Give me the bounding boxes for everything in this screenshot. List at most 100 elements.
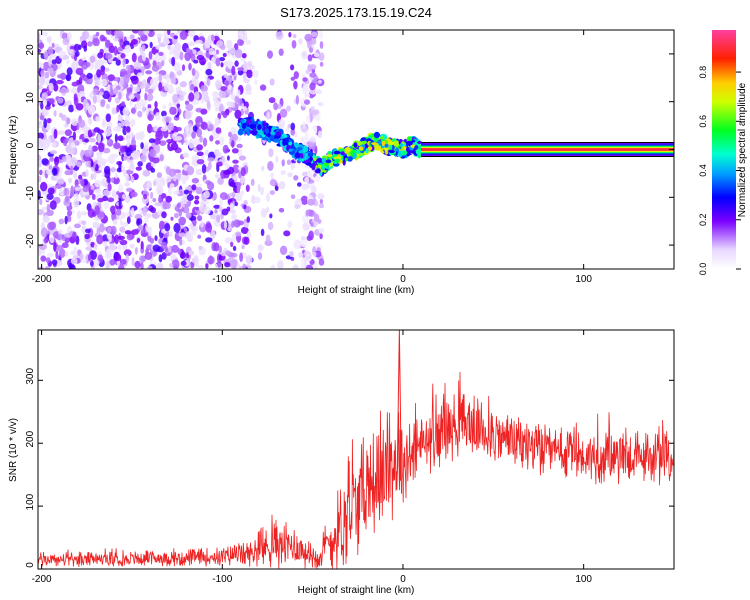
noise-blob — [82, 186, 89, 193]
noise-blob — [318, 258, 325, 266]
noise-blob — [144, 142, 149, 150]
noise-blob — [235, 193, 243, 201]
noise-blob — [314, 213, 320, 222]
noise-blob — [113, 126, 120, 132]
noise-blob — [236, 89, 241, 97]
noise-blob — [40, 69, 45, 77]
noise-blob — [295, 94, 299, 105]
noise-blob — [129, 159, 134, 169]
noise-blob — [231, 148, 239, 154]
noise-blob — [279, 245, 288, 255]
colorbar-tick-label: 0.2 — [698, 214, 708, 227]
noise-blob — [90, 260, 94, 267]
signal-blob — [298, 150, 304, 154]
noise-blob — [112, 219, 118, 225]
noise-blob — [319, 203, 324, 209]
noise-blob — [206, 77, 211, 87]
noise-blob — [56, 244, 63, 250]
noise-blob — [122, 194, 126, 200]
y-tick-label: 100 — [25, 493, 36, 510]
noise-blob — [165, 195, 172, 203]
noise-blob — [200, 221, 204, 228]
noise-blob — [66, 67, 73, 76]
noise-blob — [156, 172, 163, 179]
noise-blob — [82, 225, 87, 230]
noise-blob — [49, 150, 58, 155]
noise-blob — [281, 159, 285, 167]
x-tick-label: -100 — [212, 574, 232, 585]
colorbar-ticks: 0.0 0.2 0.4 0.6 0.8 — [698, 66, 741, 275]
noise-blob — [211, 34, 215, 42]
noise-blob — [200, 98, 205, 104]
noise-blob — [230, 241, 234, 247]
noise-blob — [68, 177, 73, 184]
signal-blob — [373, 131, 380, 139]
noise-blob — [114, 133, 118, 143]
noise-blob — [100, 99, 106, 105]
noise-blob — [145, 226, 152, 233]
noise-blob — [150, 207, 157, 213]
noise-blob — [288, 31, 292, 38]
noise-blob — [215, 49, 220, 55]
noise-blob — [222, 111, 228, 119]
noise-blob — [233, 219, 241, 228]
noise-blob — [215, 140, 220, 145]
noise-blob — [45, 257, 51, 263]
noise-blob — [201, 164, 207, 174]
noise-blob — [213, 100, 221, 108]
noise-blob — [104, 128, 112, 137]
signal-blob — [300, 152, 304, 160]
noise-blob — [102, 147, 111, 154]
noise-blob — [96, 226, 100, 236]
x-tick-label: -100 — [212, 274, 232, 285]
noise-blob — [208, 123, 214, 132]
noise-blob — [188, 250, 195, 256]
noise-blob — [204, 40, 211, 49]
noise-blob — [46, 193, 54, 201]
noise-blob — [75, 103, 84, 111]
noise-blob — [129, 244, 135, 249]
noise-blob — [313, 52, 320, 58]
noise-blob — [293, 239, 302, 250]
noise-blob — [106, 226, 112, 234]
noise-blob — [126, 137, 130, 147]
noise-blob — [128, 94, 135, 100]
noise-blob — [257, 183, 261, 192]
noise-blob — [208, 47, 215, 56]
noise-blob — [260, 228, 265, 237]
noise-blob — [113, 194, 119, 200]
signal-blob — [344, 147, 351, 153]
noise-blob — [220, 62, 224, 68]
noise-blob — [228, 46, 236, 56]
noise-blob — [94, 79, 101, 87]
noise-blob — [125, 253, 129, 263]
noise-blob — [70, 165, 74, 175]
noise-blob — [73, 193, 80, 200]
noise-blob — [161, 110, 167, 117]
noise-blob — [224, 237, 233, 244]
noise-blob — [207, 61, 212, 71]
signal-blob — [409, 136, 413, 142]
noise-blob — [229, 209, 237, 214]
noise-blob — [240, 176, 246, 184]
signal-blob — [309, 156, 313, 162]
noise-blob — [180, 81, 187, 88]
noise-blob — [210, 214, 218, 220]
noise-blob — [122, 244, 128, 250]
signal-blob — [406, 140, 413, 146]
signal-blob — [265, 128, 269, 134]
noise-blob — [155, 70, 159, 76]
noise-blob — [175, 86, 182, 95]
noise-blob — [80, 178, 85, 187]
noise-blob — [259, 84, 267, 91]
noise-blob — [73, 198, 80, 208]
noise-blob — [38, 161, 42, 167]
noise-blob — [64, 195, 70, 203]
noise-blob — [226, 155, 230, 161]
signal-blob — [340, 151, 345, 156]
noise-blob — [217, 161, 223, 167]
noise-blob — [268, 148, 274, 158]
noise-blob — [222, 53, 227, 57]
noise-blob — [173, 212, 179, 219]
noise-blob — [270, 172, 274, 179]
